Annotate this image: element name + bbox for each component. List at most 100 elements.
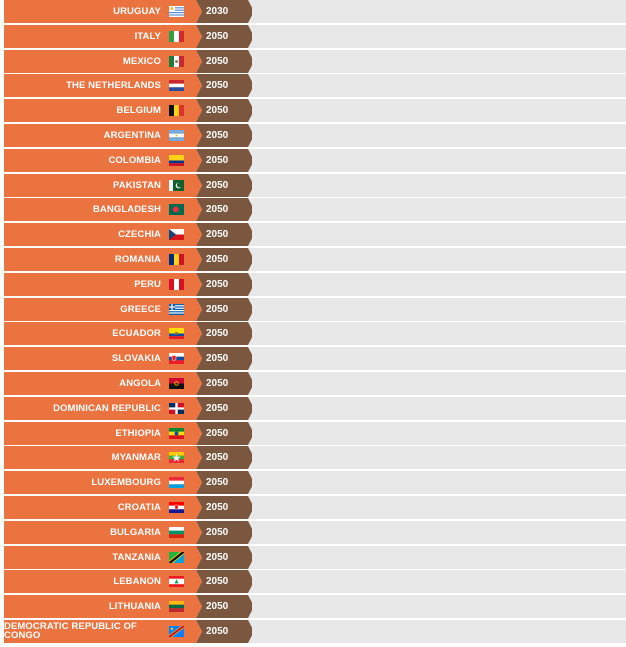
lebanon-flag-icon: [169, 576, 184, 588]
country-cell: TANZANIA: [4, 545, 196, 569]
year-label: 2050: [206, 576, 229, 588]
uruguay-flag-icon: [169, 6, 184, 17]
year-label: 2050: [206, 477, 229, 489]
country-cell: THE NETHERLANDS: [4, 74, 196, 98]
angola-flag-icon: [169, 378, 184, 389]
year-label: 2050: [206, 105, 229, 117]
italy-flag-icon: [169, 30, 184, 42]
year-cell: 2050: [196, 272, 252, 296]
year-label: 2050: [206, 452, 229, 464]
year-cell: 2050: [196, 421, 252, 445]
table-row: DEMOCRATIC REPUBLIC OF CONGO 2050: [4, 620, 626, 643]
country-arrow-tip: [196, 198, 202, 222]
table-row: LITHUANIA 2050: [4, 595, 626, 619]
country-label: LEBANON: [113, 576, 161, 588]
year-arrow-fill: [196, 173, 252, 197]
year-label: 2050: [206, 526, 229, 538]
year-cell: 2050: [196, 248, 252, 271]
country-arrow-tip: [196, 99, 202, 123]
year-arrow-shape: [196, 520, 252, 544]
table-row: CZECHIA 2050: [4, 223, 626, 247]
table-row: COLOMBIA 2050: [4, 148, 626, 172]
year-arrow-fill: [196, 124, 252, 147]
country-arrow-tip: [196, 372, 202, 395]
bulgaria-flag-icon: [169, 526, 184, 538]
year-label: 2050: [206, 427, 229, 439]
year-arrow-fill: [196, 272, 252, 296]
year-label: 2050: [206, 626, 229, 637]
country-label: PERU: [134, 278, 161, 290]
year-arrow-shape: [196, 173, 252, 197]
country-label: URUGUAY: [113, 6, 161, 17]
country-arrow-tip: [196, 347, 202, 371]
table-row: SLOVAKIA 2050: [4, 347, 626, 371]
country-arrow-tip: [196, 322, 202, 346]
year-label: 2050: [206, 254, 229, 265]
year-arrow-fill: [196, 471, 252, 495]
country-label: COLOMBIA: [108, 154, 161, 166]
colombia-flag-icon: [169, 154, 184, 166]
year-arrow-shape: [196, 223, 252, 247]
country-cell: BELGIUM: [4, 99, 196, 123]
country-cell: ARGENTINA: [4, 124, 196, 147]
country-arrow-tip: [196, 74, 202, 98]
year-cell: 2050: [196, 570, 252, 594]
year-cell: 2050: [196, 49, 252, 73]
croatia-flag-icon: [169, 502, 184, 513]
year-cell: 2050: [196, 620, 252, 643]
year-cell: 2050: [196, 446, 252, 470]
year-arrow-shape: [196, 248, 252, 271]
argentina-flag-icon: [169, 130, 184, 141]
year-label: 2050: [206, 55, 229, 67]
year-label: 2050: [206, 402, 229, 414]
table-row: LUXEMBOURG 2050: [4, 471, 626, 495]
year-arrow-shape: [196, 372, 252, 395]
table-row: LEBANON 2050: [4, 570, 626, 594]
year-cell: 2050: [196, 322, 252, 346]
year-arrow-fill: [196, 372, 252, 395]
year-label: 2050: [206, 278, 229, 290]
year-arrow-shape: [196, 74, 252, 98]
year-label: 2050: [206, 303, 229, 315]
country-cell: MEXICO: [4, 49, 196, 73]
country-cell: PAKISTAN: [4, 173, 196, 197]
year-arrow-shape: [196, 496, 252, 519]
year-arrow-fill: [196, 396, 252, 420]
year-arrow-fill: [196, 421, 252, 445]
country-cell: BULGARIA: [4, 520, 196, 544]
year-label: 2050: [206, 601, 229, 613]
country-arrow-tip: [196, 496, 202, 519]
tanzania-flag-icon: [169, 551, 184, 563]
country-label: ETHIOPIA: [115, 427, 161, 439]
country-cell: ECUADOR: [4, 322, 196, 346]
table-row: MEXICO 2050: [4, 49, 626, 73]
country-label: MYANMAR: [111, 452, 161, 464]
year-cell: 2050: [196, 173, 252, 197]
year-cell: 2050: [196, 520, 252, 544]
country-label: MEXICO: [122, 55, 161, 67]
table-row: ETHIOPIA 2050: [4, 421, 626, 445]
table-row: GREECE 2050: [4, 297, 626, 321]
year-arrow-shape: [196, 148, 252, 172]
year-arrow-fill: [196, 322, 252, 346]
country-label: LITHUANIA: [108, 601, 161, 613]
lithuania-flag-icon: [169, 601, 184, 613]
year-cell: 2050: [196, 347, 252, 371]
country-label: THE NETHERLANDS: [66, 80, 161, 92]
year-arrow-shape: [196, 322, 252, 346]
country-label: BANGLADESH: [92, 204, 161, 216]
country-arrow-tip: [196, 595, 202, 619]
slovakia-flag-icon: [169, 353, 184, 365]
country-label: LUXEMBOURG: [91, 477, 161, 489]
year-label: 2050: [206, 378, 229, 389]
country-cell: DEMOCRATIC REPUBLIC OF CONGO: [4, 620, 196, 643]
year-cell: 2050: [196, 99, 252, 123]
year-arrow-shape: [196, 570, 252, 594]
year-label: 2030: [206, 6, 229, 17]
country-label: DEMOCRATIC REPUBLIC OF CONGO: [4, 621, 137, 641]
country-cell: ANGOLA: [4, 372, 196, 395]
country-label: ANGOLA: [119, 378, 161, 389]
year-arrow-shape: [196, 0, 252, 23]
year-arrow-fill: [196, 223, 252, 247]
